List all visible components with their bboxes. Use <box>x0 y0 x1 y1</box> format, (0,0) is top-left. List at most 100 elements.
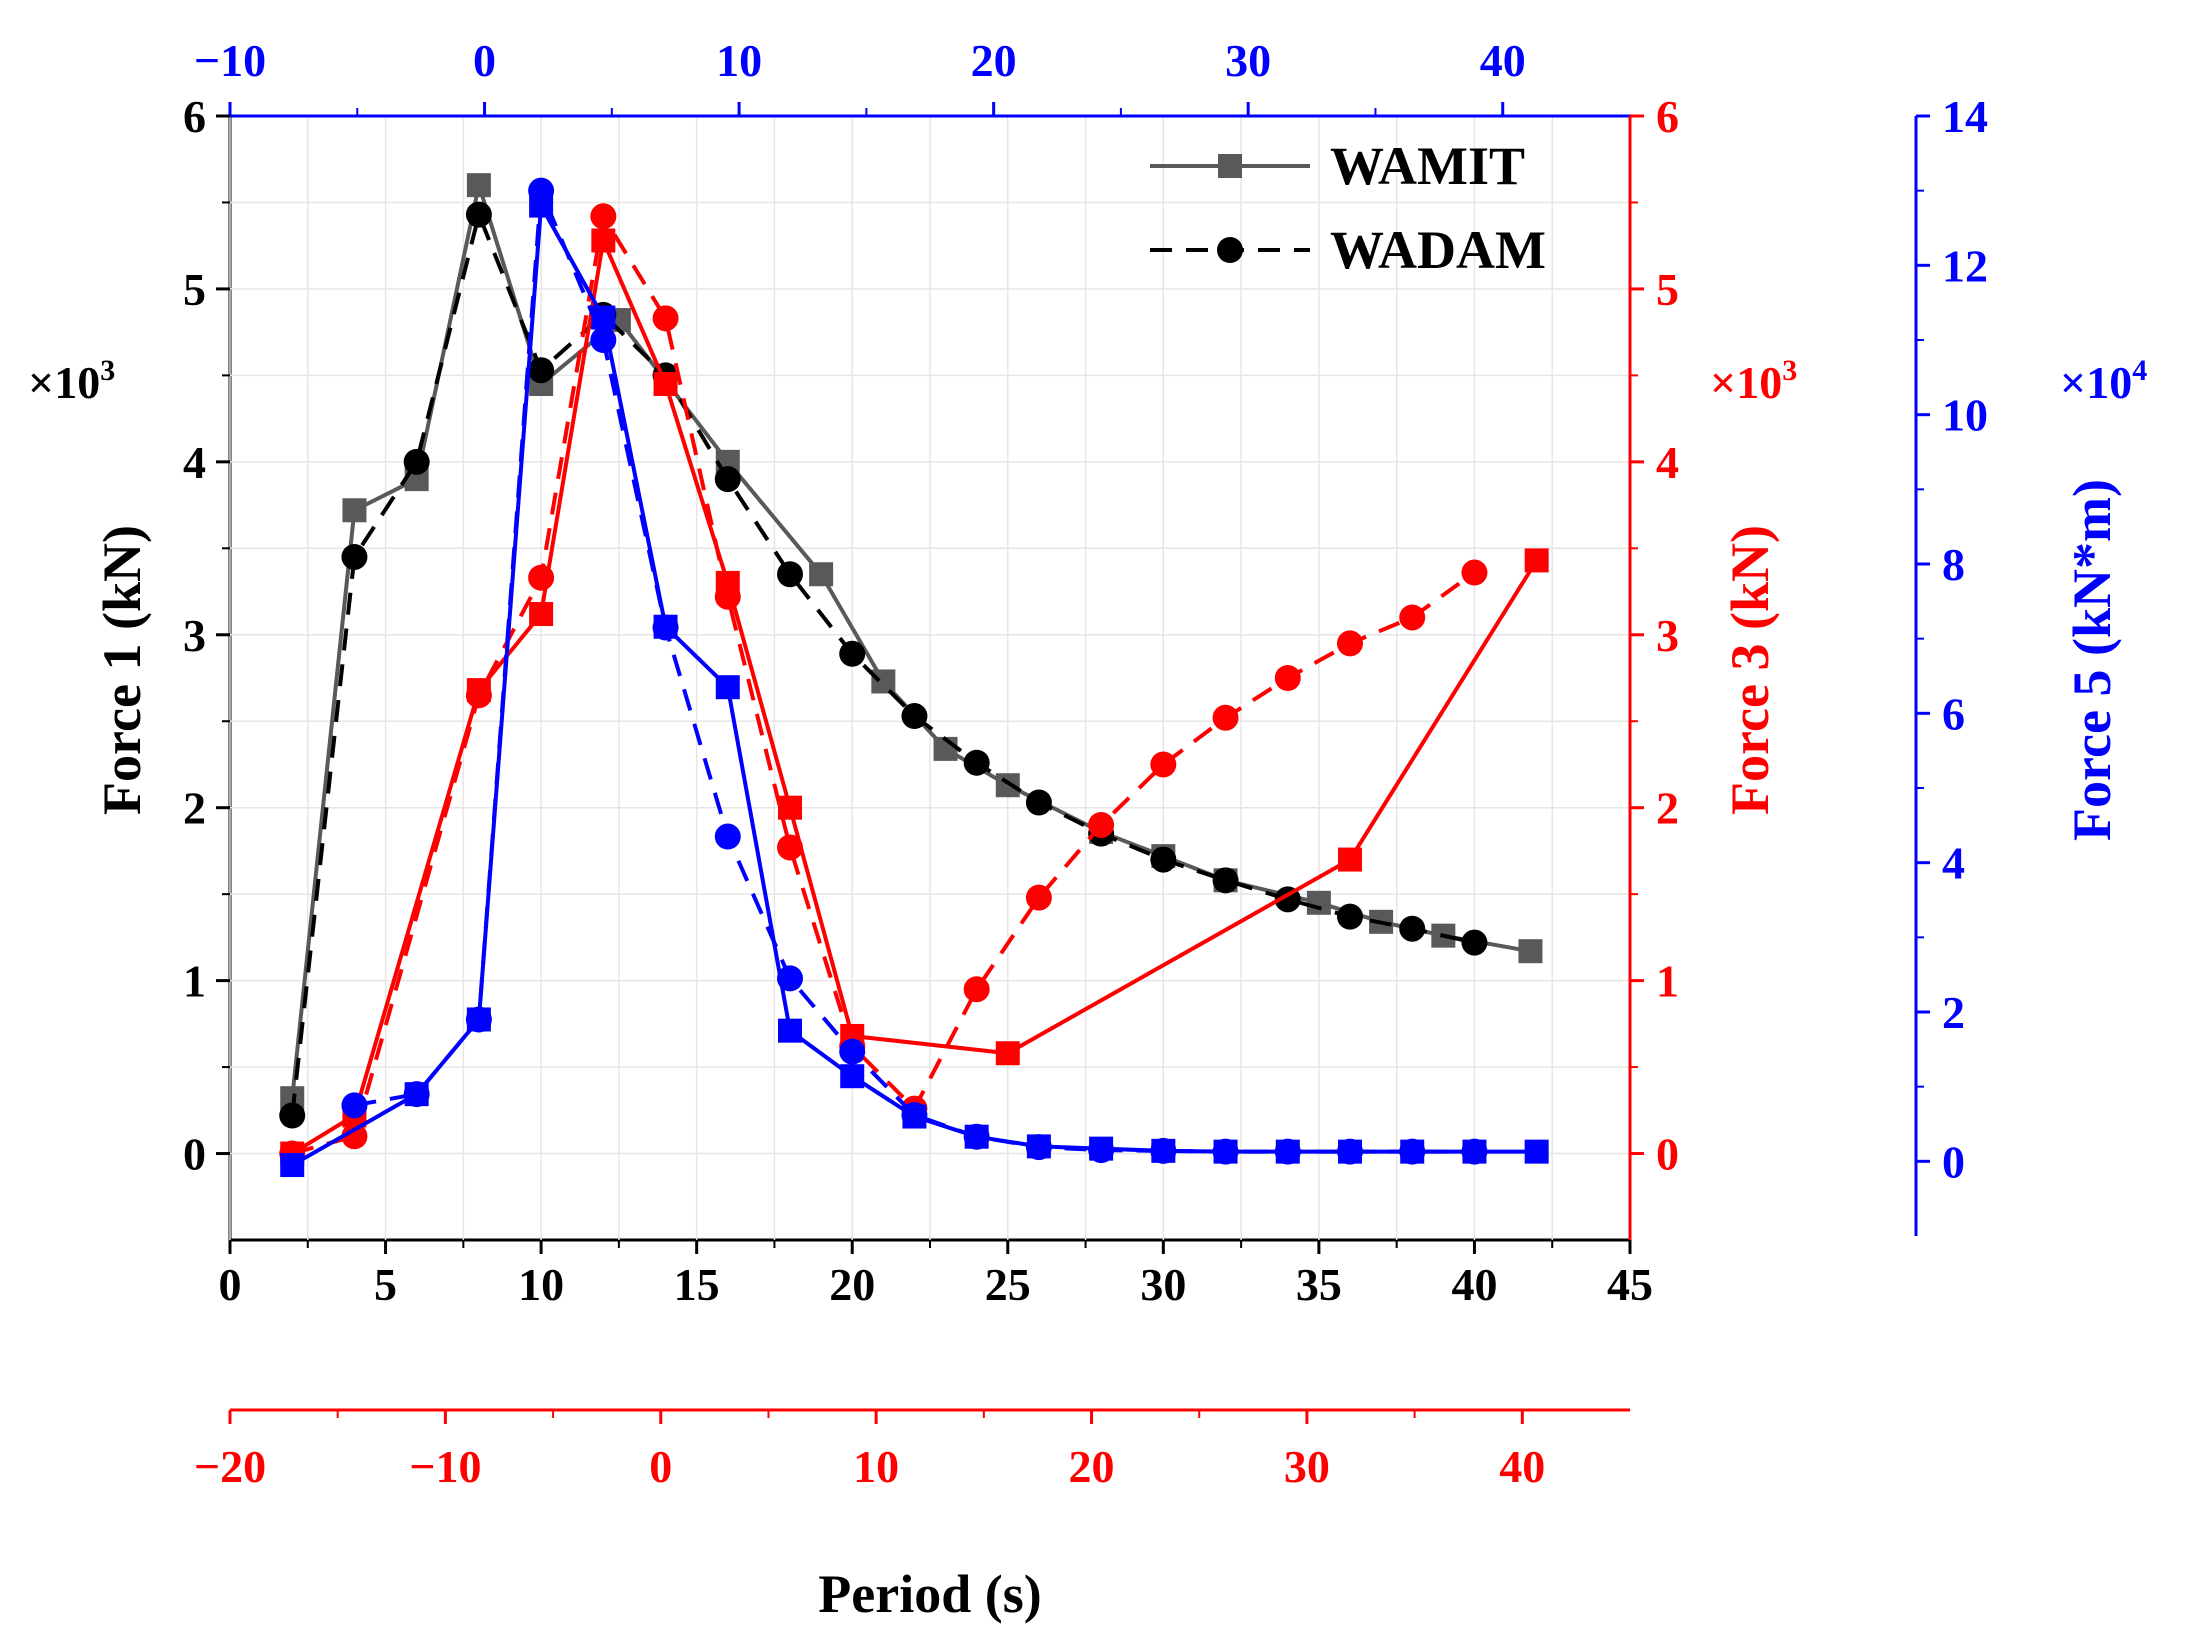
legend-wamit-label: WAMIT <box>1330 136 1525 196</box>
x-tick-label: 45 <box>1607 1259 1653 1310</box>
y-right-blue-tick-label: 14 <box>1942 91 1988 142</box>
red-x-tick-label: 0 <box>649 1441 672 1492</box>
data-point-circle <box>590 327 617 353</box>
data-point-square <box>1518 939 1543 964</box>
legend-wadam-marker <box>1217 237 1243 263</box>
y-left-tick-label: 4 <box>183 437 206 488</box>
series-line <box>291 238 1539 1156</box>
red-x-tick-label: −10 <box>409 1441 481 1492</box>
data-point-circle <box>652 305 679 332</box>
y-right-red-tick-label: 2 <box>1656 783 1679 834</box>
data-point-square <box>1306 890 1331 915</box>
data-point-circle <box>1088 811 1115 838</box>
data-point-circle <box>714 583 741 610</box>
data-point-circle <box>1150 751 1177 778</box>
data-point-circle <box>777 561 803 588</box>
data-point-circle <box>465 682 492 709</box>
top-x-tick-label: 20 <box>971 35 1017 86</box>
data-point-circle <box>777 965 803 992</box>
data-point-circle <box>1461 929 1488 956</box>
x-axis-title: Period (s) <box>818 1564 1041 1624</box>
data-point-circle <box>714 823 741 850</box>
y-right-red-tick-label: 0 <box>1656 1129 1679 1180</box>
top-x-tick-label: −10 <box>194 35 266 86</box>
data-point-square <box>995 773 1020 798</box>
data-point-circle <box>901 703 928 730</box>
legend: WAMIT WADAM <box>1150 136 1546 280</box>
y-right-blue-tick-label: 2 <box>1942 987 1965 1038</box>
y-right-red-tick-label: 4 <box>1656 437 1679 488</box>
series-force-5-wadam <box>341 177 1488 1165</box>
y-right-blue-tick-label: 6 <box>1942 688 1965 739</box>
y-left-tick-label: 0 <box>183 1129 206 1180</box>
red-x-tick-label: 20 <box>1069 1441 1115 1492</box>
data-point-circle <box>465 201 492 228</box>
x-tick-label: 5 <box>374 1259 397 1310</box>
data-point-square <box>1524 548 1549 573</box>
data-point-square <box>778 1018 802 1043</box>
data-point-circle <box>1212 867 1239 894</box>
data-point-circle <box>1025 1134 1052 1161</box>
x-tick-label: 30 <box>1140 1259 1186 1310</box>
series-force-3-wadam <box>279 203 1488 1167</box>
data-point-circle <box>839 1038 866 1065</box>
data-point-circle <box>1399 915 1426 942</box>
y-right-blue-scale: ×104 <box>2060 354 2147 408</box>
data-point-square <box>1524 1139 1549 1164</box>
data-point-circle <box>1150 846 1177 873</box>
data-point-circle <box>403 448 430 475</box>
data-point-circle <box>1461 1138 1488 1165</box>
data-point-circle <box>1461 559 1488 586</box>
x-tick-label: 25 <box>985 1259 1031 1310</box>
x-tick-label: 40 <box>1451 1259 1497 1310</box>
x-tick-label: 10 <box>518 1259 564 1310</box>
top-x-tick-label: 0 <box>473 35 496 86</box>
series-line <box>354 188 1475 1154</box>
data-point-circle <box>1399 604 1426 631</box>
y-left-tick-label: 6 <box>183 91 206 142</box>
y-right-red-tick-label: 3 <box>1656 610 1679 661</box>
x-tick-label: 35 <box>1296 1259 1342 1310</box>
data-point-circle <box>1212 1138 1239 1165</box>
red-x-tick-label: 40 <box>1499 1441 1545 1492</box>
y-left-tick-label: 1 <box>183 956 206 1007</box>
data-point-square <box>653 372 678 397</box>
legend-wamit-marker <box>1218 154 1242 178</box>
y-left-tick-label: 2 <box>183 783 206 834</box>
y-left-tick-label: 3 <box>183 610 206 661</box>
top-x-tick-label: 40 <box>1480 35 1526 86</box>
y-right-blue-tick-label: 8 <box>1942 539 1965 590</box>
data-point-circle <box>1337 1138 1363 1165</box>
data-point-circle <box>465 1006 492 1033</box>
series-force-1-wadam <box>279 201 1488 1129</box>
data-point-circle <box>1274 1138 1301 1165</box>
data-point-circle <box>1399 1138 1426 1165</box>
data-point-square <box>871 669 896 694</box>
data-point-circle <box>528 177 555 204</box>
data-point-circle <box>1212 704 1239 731</box>
y-left-scale: ×103 <box>28 354 115 408</box>
data-point-circle <box>341 1092 368 1119</box>
data-point-circle <box>963 1123 990 1150</box>
y-left-tick-label: 5 <box>183 264 206 315</box>
data-point-circle <box>777 834 803 861</box>
data-point-circle <box>1337 630 1363 657</box>
y-right-red-scale: ×103 <box>1710 354 1797 408</box>
y-right-red-tick-label: 5 <box>1656 264 1679 315</box>
data-point-square <box>995 1041 1020 1066</box>
y-right-red-axis-title: Force 3 (kN) <box>1720 525 1780 815</box>
data-point-square <box>280 1153 305 1178</box>
data-point-circle <box>1337 903 1363 930</box>
data-point-square <box>809 562 834 587</box>
data-point-circle <box>1150 1137 1177 1164</box>
data-point-square <box>529 602 554 627</box>
data-point-square <box>840 1064 865 1089</box>
data-point-circle <box>839 640 866 667</box>
data-point-circle <box>403 1081 430 1108</box>
y-left-axis-title: Force 1 (kN) <box>92 525 152 815</box>
data-point-square <box>1338 847 1362 872</box>
axes: 0 5 10 15 20 25 30 35 40 45−10 0 10 20 30 40−20 −10 0 10 2… <box>183 35 1988 1492</box>
data-point-circle <box>714 466 741 493</box>
x-tick-label: 15 <box>674 1259 720 1310</box>
